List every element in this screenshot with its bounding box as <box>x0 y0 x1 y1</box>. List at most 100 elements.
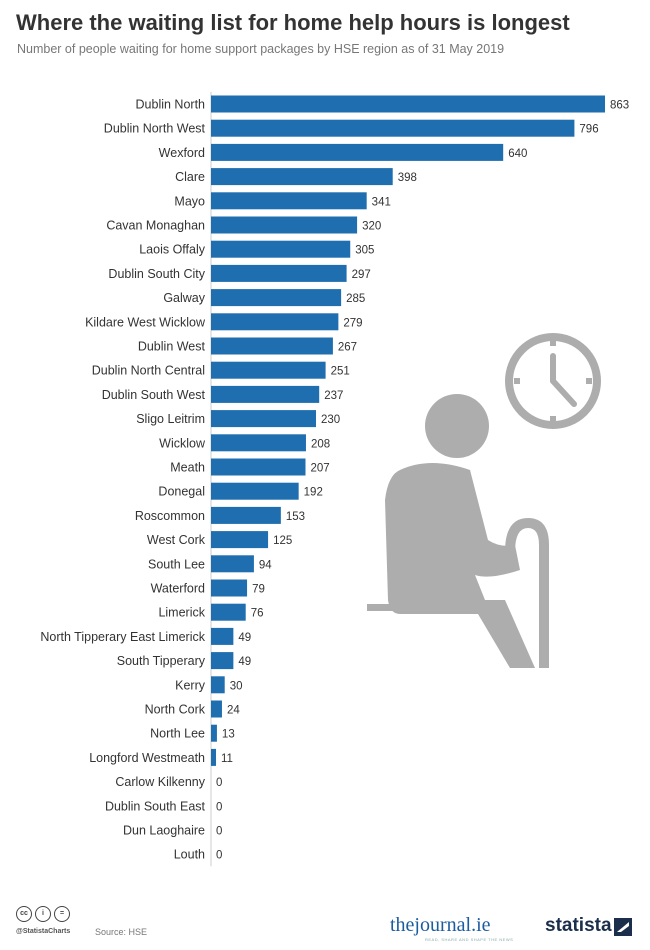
value-label: 76 <box>251 608 264 620</box>
category-label: Dublin West <box>138 340 206 354</box>
bar <box>211 700 222 718</box>
value-label: 0 <box>216 801 222 813</box>
bar <box>211 264 347 282</box>
category-label: Donegal <box>158 485 205 499</box>
value-label: 279 <box>343 317 362 329</box>
chart-title: Where the waiting list for home help hou… <box>16 10 570 35</box>
bar <box>211 410 317 428</box>
category-label: Kerry <box>175 678 206 692</box>
category-label: North Tipperary East Limerick <box>40 630 205 644</box>
category-label: Sligo Leitrim <box>136 412 205 426</box>
bar <box>211 652 234 670</box>
value-label: 11 <box>221 753 233 765</box>
category-label: Carlow Kilkenny <box>115 775 205 789</box>
bar <box>211 579 248 597</box>
bar <box>211 168 393 186</box>
value-label: 305 <box>355 245 374 257</box>
category-label: Dublin South West <box>102 388 206 402</box>
bar <box>211 192 367 210</box>
bar <box>211 458 306 476</box>
value-label: 320 <box>362 221 381 233</box>
bar <box>211 143 504 161</box>
category-label: Dublin North West <box>104 122 206 136</box>
bar-chart: Dublin North 863 Dublin North West 796 Wexfo… <box>40 92 629 867</box>
value-label: 94 <box>259 559 272 571</box>
bar <box>211 603 246 621</box>
bar <box>211 555 254 573</box>
category-label: Dublin South East <box>105 799 206 813</box>
bar <box>211 531 269 549</box>
category-label: Mayo <box>174 194 205 208</box>
bar <box>211 337 333 355</box>
value-label: 0 <box>216 777 222 789</box>
bar <box>211 361 326 379</box>
value-label: 640 <box>508 148 527 160</box>
bar <box>211 289 342 307</box>
category-label: Roscommon <box>135 509 205 523</box>
value-label: 863 <box>610 100 629 112</box>
category-label: Dublin North <box>136 98 206 112</box>
no-derivatives-badge: = <box>54 906 70 922</box>
value-label: 79 <box>252 584 265 596</box>
bar <box>211 676 225 694</box>
source-note: Source: HSE <box>95 927 148 937</box>
category-label: Louth <box>174 848 205 862</box>
category-label: Waterford <box>151 582 205 596</box>
category-label: Limerick <box>158 606 205 620</box>
category-label: Cavan Monaghan <box>106 219 205 233</box>
bar <box>211 95 605 113</box>
cc-license-icon: cc i = <box>16 906 70 922</box>
bar <box>211 724 217 742</box>
value-label: 398 <box>398 172 417 184</box>
cc-badge: cc <box>16 906 32 922</box>
category-label: North Cork <box>145 703 206 717</box>
bar <box>211 240 351 258</box>
value-label: 49 <box>238 632 251 644</box>
category-label: Meath <box>170 461 205 475</box>
category-label: Wicklow <box>159 436 206 450</box>
bar <box>211 385 320 403</box>
chair-seat <box>367 604 429 611</box>
bar <box>211 627 234 645</box>
value-label: 251 <box>331 366 350 378</box>
value-label: 13 <box>222 729 235 741</box>
value-label: 237 <box>324 390 343 402</box>
category-label: Dublin North Central <box>92 364 205 378</box>
person-body <box>385 463 535 668</box>
value-label: 192 <box>304 487 323 499</box>
value-label: 0 <box>216 850 222 862</box>
value-label: 796 <box>579 124 598 136</box>
statista-logo[interactable]: statista <box>545 915 612 936</box>
bar <box>211 216 358 234</box>
value-label: 153 <box>286 511 305 523</box>
value-label: 297 <box>352 269 371 281</box>
elderly-person-illustration <box>367 333 601 668</box>
walking-cane-icon <box>505 518 549 668</box>
category-label: Kildare West Wicklow <box>85 315 206 329</box>
value-label: 207 <box>311 463 330 475</box>
bar <box>211 482 299 500</box>
category-label: Galway <box>163 291 205 305</box>
bar <box>211 506 281 524</box>
category-label: Clare <box>175 170 205 184</box>
category-label: South Tipperary <box>117 654 206 668</box>
value-label: 341 <box>372 196 391 208</box>
person-head <box>425 394 489 458</box>
value-label: 24 <box>227 705 240 717</box>
category-label: Laois Offaly <box>139 243 206 257</box>
category-label: Dublin South City <box>108 267 205 281</box>
thejournal-logo[interactable]: thejournal.ie <box>390 914 491 936</box>
category-label: South Lee <box>148 557 205 571</box>
category-label: West Cork <box>147 533 206 547</box>
bar <box>211 434 306 452</box>
chart-subtitle: Number of people waiting for home suppor… <box>17 42 505 56</box>
bar <box>211 119 575 137</box>
value-label: 0 <box>216 826 222 838</box>
value-label: 230 <box>321 414 340 426</box>
category-label: North Lee <box>150 727 205 741</box>
bars-layer: Dublin North 863 Dublin North West 796 Wexfo… <box>40 92 629 867</box>
value-label: 285 <box>346 293 365 305</box>
category-label: Dun Laoghaire <box>123 824 205 838</box>
statista-handle: @StatistaCharts <box>16 928 71 935</box>
value-label: 267 <box>338 342 357 354</box>
